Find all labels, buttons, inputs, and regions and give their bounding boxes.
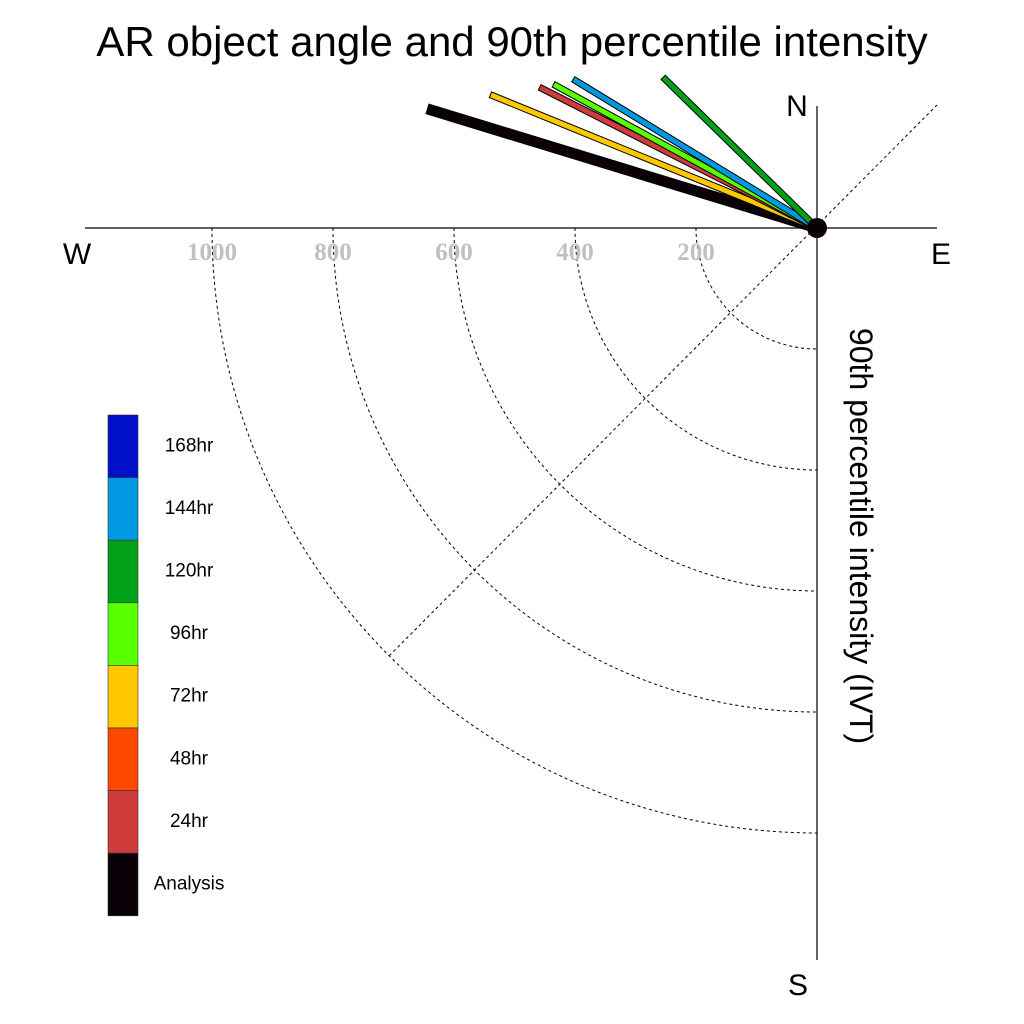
radial-tick-labels: 200 400 600 800 1000 bbox=[187, 239, 715, 266]
compass-east: E bbox=[931, 238, 951, 271]
vector-analysis bbox=[426, 104, 823, 234]
legend-label-72hr: 72hr bbox=[170, 686, 209, 707]
chart-title: AR object angle and 90th percentile inte… bbox=[96, 18, 927, 65]
grid-lines bbox=[211, 104, 938, 834]
grid-arc-1000 bbox=[211, 227, 818, 834]
legend-swatch-168hr bbox=[107, 414, 139, 478]
legend-label-96hr: 96hr bbox=[170, 623, 209, 644]
vector-120hr bbox=[661, 75, 821, 232]
compass-north: N bbox=[786, 90, 808, 123]
legend-swatch-analysis bbox=[107, 852, 139, 917]
tick-label-600: 600 bbox=[435, 239, 473, 266]
legend-swatch-24hr bbox=[107, 790, 139, 854]
axes bbox=[85, 106, 937, 960]
tick-label-400: 400 bbox=[556, 239, 594, 266]
legend-swatch-72hr bbox=[107, 665, 139, 729]
legend-swatch-144hr bbox=[107, 477, 139, 541]
legend-swatch-48hr bbox=[107, 727, 139, 791]
angle-vectors bbox=[425, 74, 824, 235]
legend-label-24hr: 24hr bbox=[170, 811, 209, 832]
tick-label-1000: 1000 bbox=[187, 239, 237, 266]
legend-swatch-120hr bbox=[107, 539, 139, 604]
legend-label-48hr: 48hr bbox=[170, 748, 209, 769]
legend-label-120hr: 120hr bbox=[165, 561, 214, 582]
legend-swatch-96hr bbox=[107, 602, 139, 666]
legend-label-168hr: 168hr bbox=[165, 435, 214, 456]
tick-label-200: 200 bbox=[677, 239, 715, 266]
legend-label-144hr: 144hr bbox=[165, 498, 214, 519]
compass-west: W bbox=[63, 238, 92, 271]
grid-arc-800 bbox=[332, 227, 818, 713]
tick-label-800: 800 bbox=[314, 239, 352, 266]
legend: 168hr 144hr 120hr 96hr 72hr 48hr 24hr Analysis bbox=[107, 414, 225, 917]
vector-144hr bbox=[572, 77, 821, 232]
grid-arc-600 bbox=[453, 227, 818, 592]
vector-72hr bbox=[489, 92, 821, 232]
grid-arc-400 bbox=[574, 227, 818, 471]
compass-south: S bbox=[788, 969, 808, 1002]
y-axis-label: 90th percentile intensity (IVT) bbox=[843, 328, 879, 744]
grid-arc-200 bbox=[695, 227, 818, 350]
legend-label-analysis: Analysis bbox=[154, 874, 225, 895]
origin-dot bbox=[807, 218, 827, 238]
